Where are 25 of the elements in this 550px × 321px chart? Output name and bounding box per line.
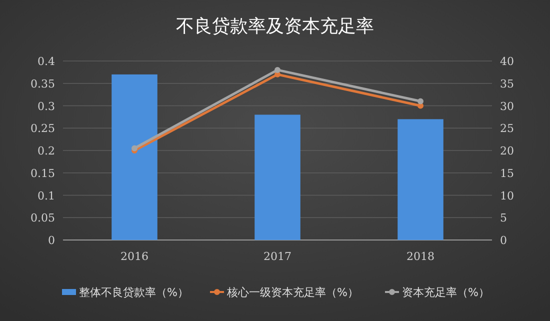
y-tick-label: 0.05	[30, 212, 55, 225]
legend-label: 资本充足率（%）	[402, 286, 490, 299]
y-tick-label: 0	[48, 234, 55, 247]
y2-tick-label: 40	[500, 55, 514, 68]
y2-tick-label: 5	[500, 212, 507, 225]
y2-tick-label: 15	[500, 166, 514, 180]
y-tick-label: 0.2	[38, 144, 55, 158]
legend-label: 整体不良贷款率（%）	[79, 286, 188, 299]
y2-tick-label: 0	[500, 234, 507, 247]
y-tick-label: 0.15	[30, 166, 55, 180]
y2-tick-label: 25	[500, 122, 514, 136]
y-tick-label: 0.35	[30, 77, 55, 90]
y2-tick-label: 35	[500, 77, 514, 90]
y-tick-label: 0.3	[38, 100, 55, 113]
y-tick-label: 0.25	[30, 122, 55, 136]
legend-label: 核心一级资本充足率（%）	[226, 286, 358, 299]
y2-tick-label: 20	[500, 144, 514, 158]
x-tick-label: 2017	[264, 250, 292, 263]
y-tick-label: 0.1	[38, 189, 55, 202]
y2-tick-label: 30	[500, 100, 514, 113]
y2-tick-label: 10	[500, 189, 514, 202]
x-tick-label: 2018	[406, 250, 434, 263]
x-tick-label: 2016	[120, 250, 148, 263]
y-tick-label: 0.4	[38, 55, 55, 68]
title: 不良贷款率及资本充足率	[176, 16, 374, 37]
